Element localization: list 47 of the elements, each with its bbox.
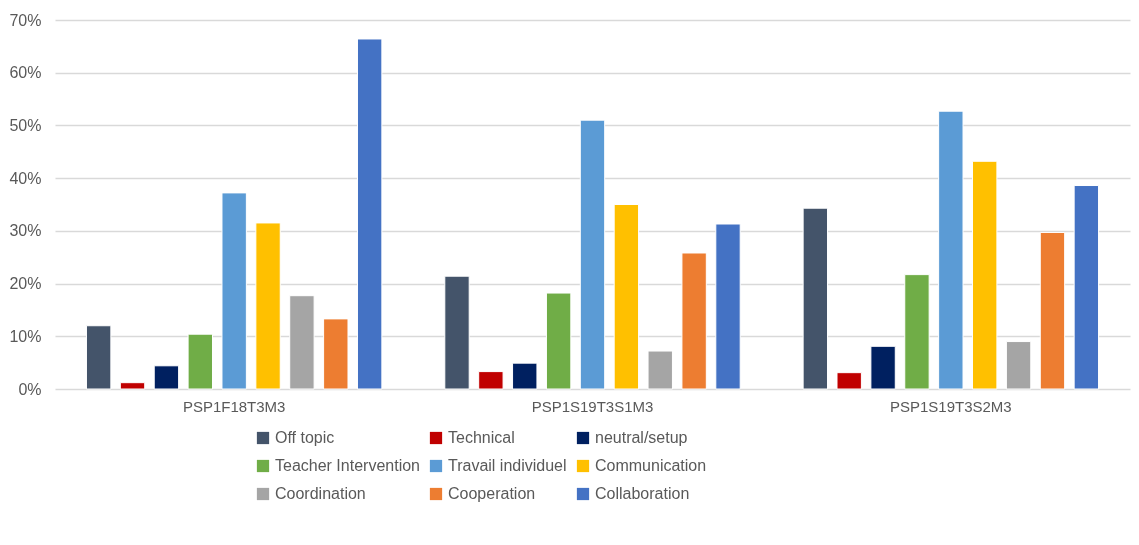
x-tick-label: PSP1S19T3S2M3 [889, 397, 1012, 415]
y-tick-label: 30% [9, 222, 42, 240]
bar [187, 333, 213, 390]
legend-label: Coordination [275, 485, 366, 502]
y-tick-label: 50% [9, 116, 42, 134]
x-tick-label: PSP1F18T3M3 [182, 397, 286, 415]
legend-label: Off topic [275, 429, 335, 446]
bar [221, 192, 247, 390]
bar [153, 365, 180, 390]
bar [119, 382, 146, 390]
bar [85, 325, 112, 390]
bar [904, 274, 930, 390]
bar [444, 275, 470, 390]
bar [715, 223, 741, 390]
bar [972, 160, 998, 390]
y-tick-label: 20% [9, 275, 42, 293]
bar [512, 362, 538, 390]
bar [1073, 185, 1100, 390]
bar [681, 252, 707, 390]
bar [255, 222, 281, 390]
bar [323, 318, 349, 390]
legend-label: Teacher Intervention [275, 457, 420, 474]
bar [647, 350, 673, 390]
legend-label: Technical [448, 429, 515, 446]
bar [1005, 341, 1032, 390]
y-tick-label: 0% [18, 380, 42, 398]
legend-label: Cooperation [448, 485, 536, 502]
bar [545, 292, 572, 390]
y-tick-label: 40% [9, 169, 42, 187]
y-tick-label: 10% [9, 327, 42, 345]
y-tick-label: 60% [9, 64, 42, 82]
y-tick-label: 70% [9, 11, 42, 29]
bar [478, 371, 504, 390]
bar [289, 295, 315, 390]
bar [613, 204, 640, 390]
legend-label: neutral/setup [595, 429, 688, 446]
legend-label: Travail individuel [448, 457, 567, 474]
bar [356, 38, 383, 390]
bar [870, 345, 896, 390]
bar [579, 119, 606, 390]
bar [1039, 231, 1066, 390]
bar [938, 110, 964, 390]
legend-label: Collaboration [595, 485, 690, 502]
bar [836, 372, 862, 390]
x-tick-label: PSP1S19T3S1M3 [531, 397, 654, 415]
legend-label: Communication [595, 457, 707, 474]
bar [802, 207, 829, 390]
